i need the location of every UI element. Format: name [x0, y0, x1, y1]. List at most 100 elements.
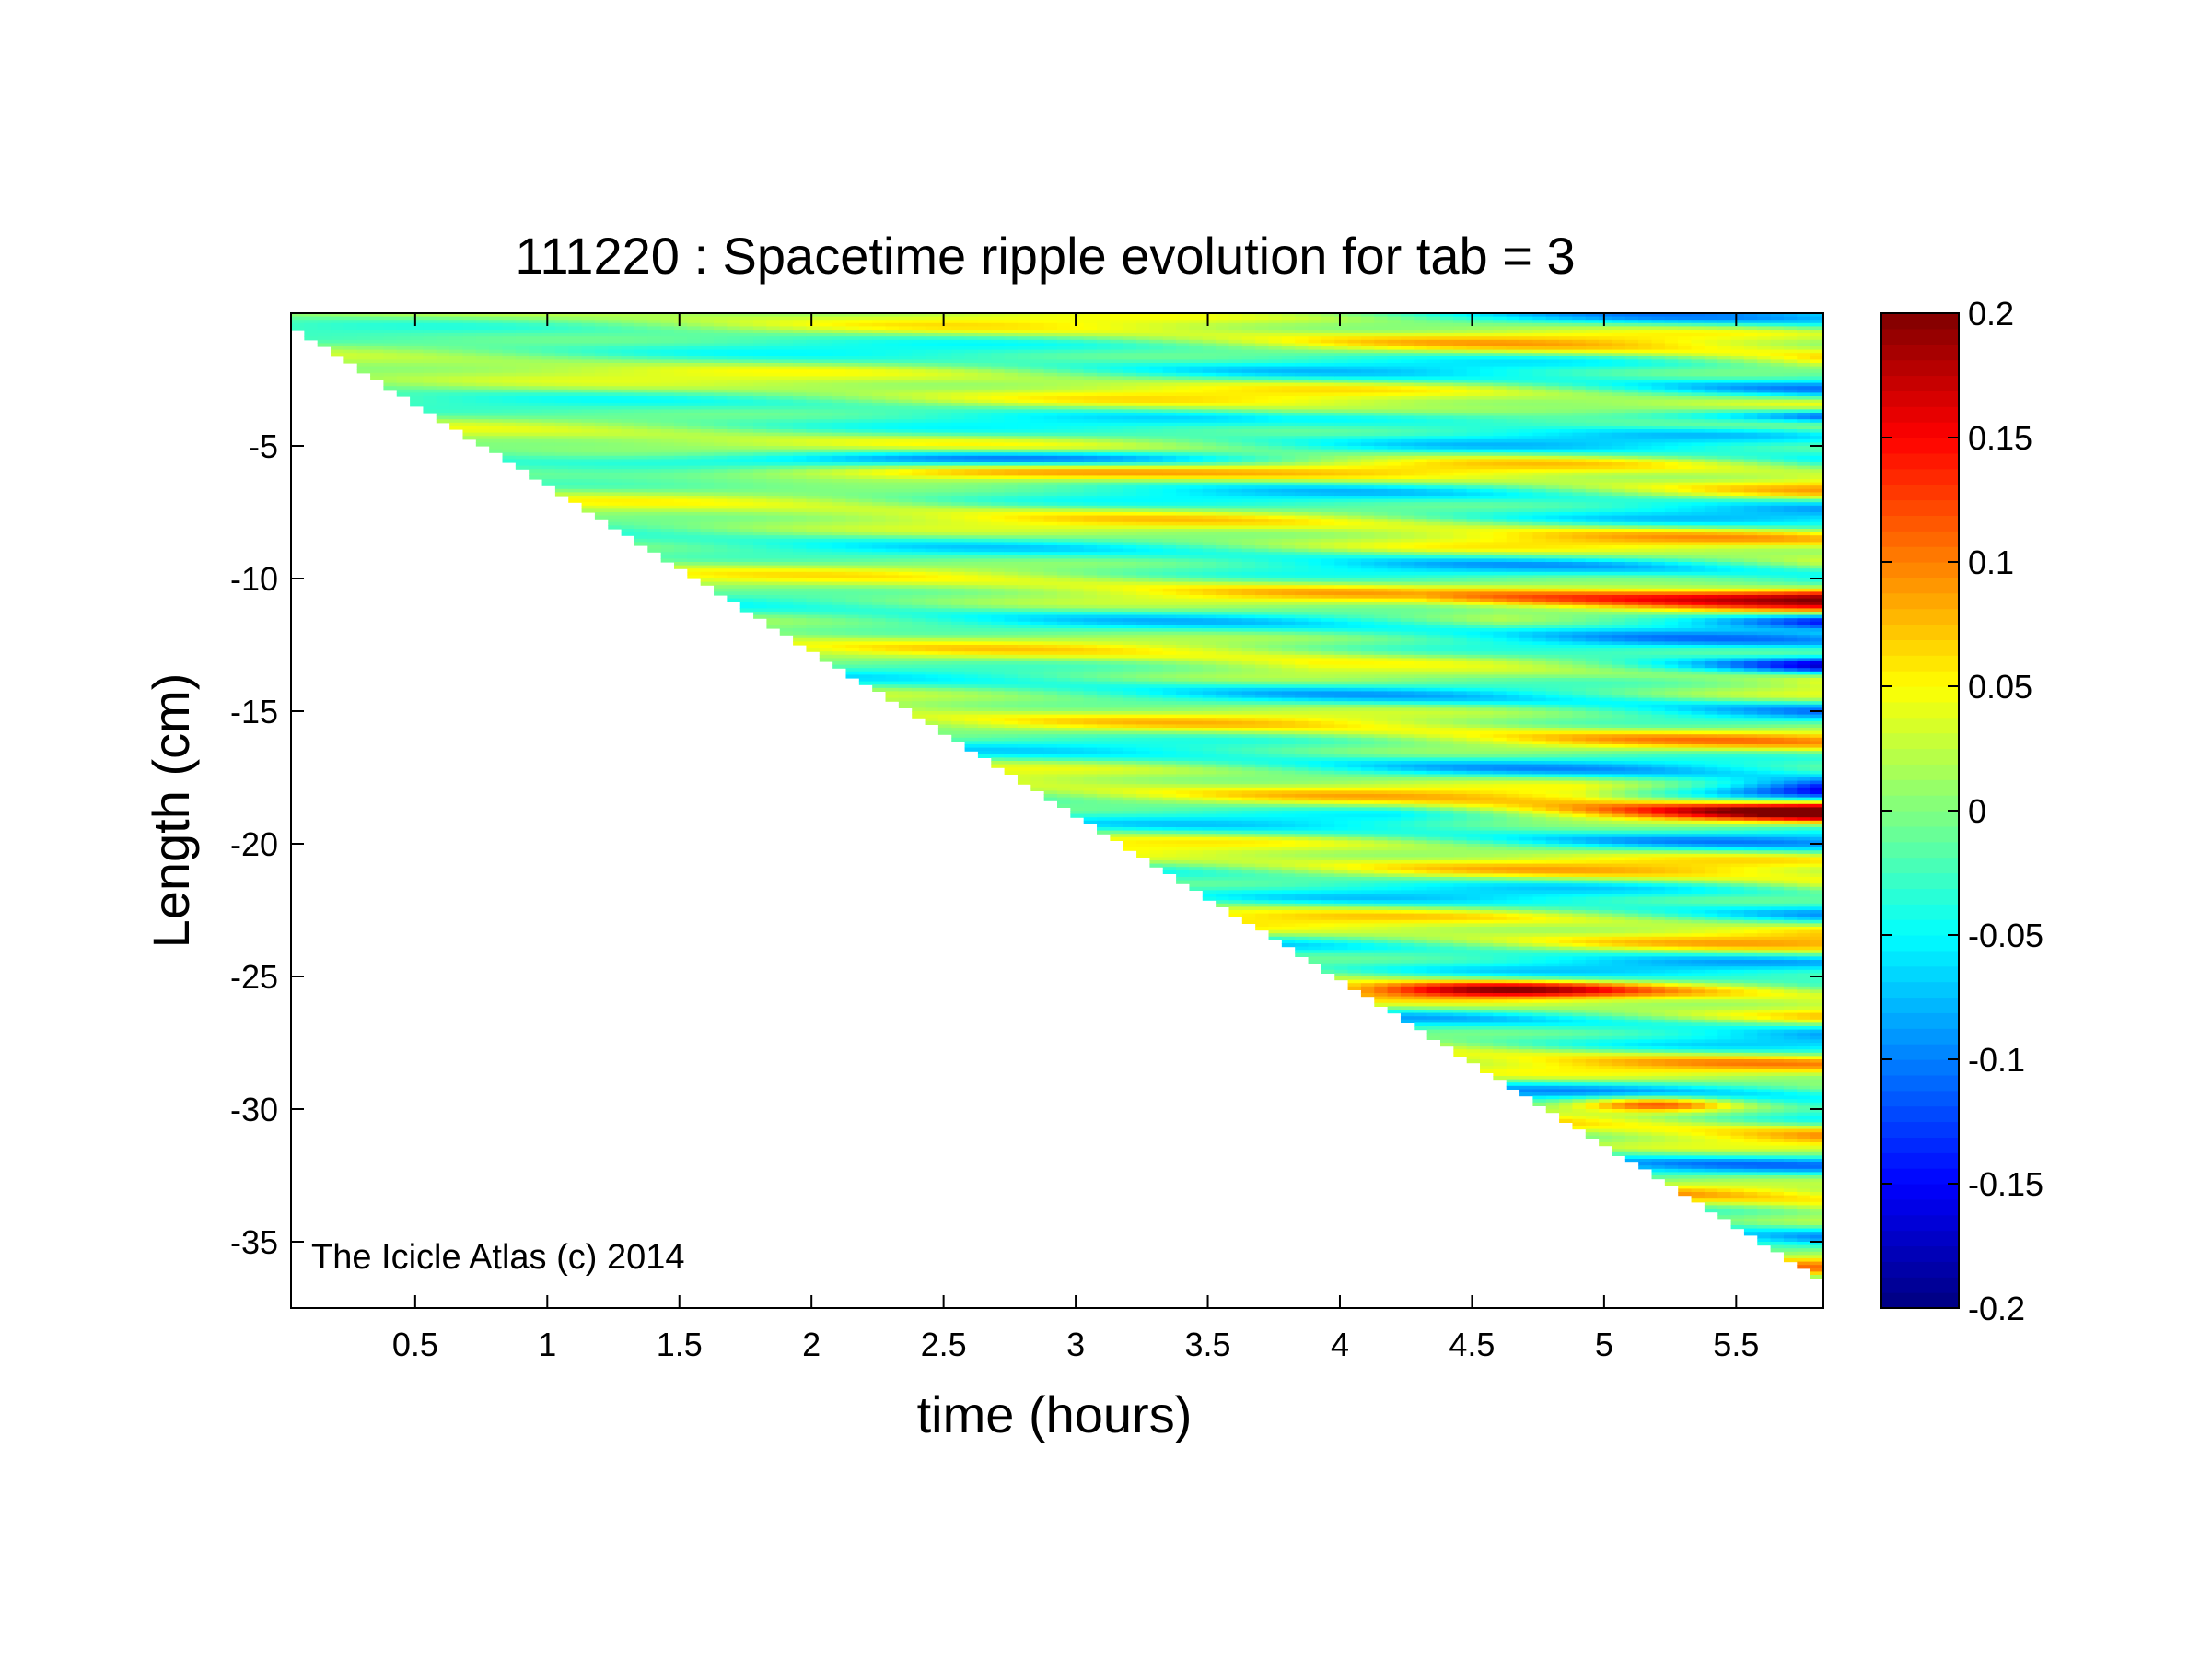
heatmap-cell	[1043, 701, 1058, 706]
heatmap-cell	[647, 442, 662, 447]
heatmap-cell	[898, 691, 913, 695]
heatmap-cell	[898, 392, 913, 397]
heatmap-cell	[554, 492, 569, 497]
heatmap-cell	[647, 399, 662, 403]
heatmap-cell	[1070, 336, 1085, 341]
heatmap-cell	[753, 469, 768, 473]
heatmap-cell	[1057, 635, 1071, 639]
heatmap-cell	[753, 356, 768, 360]
heatmap-cell	[779, 380, 794, 384]
heatmap-cell	[832, 585, 847, 590]
heatmap-cell	[674, 479, 688, 484]
heatmap-cell	[621, 403, 635, 407]
heatmap-cell	[1083, 631, 1098, 636]
heatmap-cell	[1030, 711, 1045, 716]
heatmap-cell	[806, 436, 821, 440]
heatmap-cell	[964, 535, 979, 540]
heatmap-cell	[912, 316, 926, 321]
heatmap-cell	[793, 479, 808, 484]
heatmap-cell	[1043, 654, 1058, 659]
heatmap-cell	[872, 658, 887, 662]
heatmap-cell	[1017, 413, 1031, 417]
heatmap-cell	[700, 372, 715, 377]
heatmap-cell	[1083, 396, 1098, 401]
heatmap-cell	[925, 658, 939, 662]
heatmap-cell	[872, 336, 887, 341]
heatmap-cell	[1057, 485, 1071, 490]
heatmap-cell	[977, 578, 992, 583]
heatmap-cell	[1083, 774, 1098, 778]
heatmap-cell	[753, 369, 768, 374]
heatmap-cell	[912, 380, 926, 384]
heatmap-cell	[687, 502, 702, 507]
heatmap-cell	[1004, 641, 1019, 646]
heatmap-cell	[925, 399, 939, 403]
heatmap-cell	[832, 415, 847, 420]
heatmap-cell	[925, 585, 939, 590]
heatmap-cell	[753, 535, 768, 540]
heatmap-cell	[660, 525, 675, 530]
heatmap-cell	[1057, 737, 1071, 742]
heatmap-cell	[1043, 353, 1058, 357]
heatmap-cell	[766, 498, 781, 503]
heatmap-cell	[872, 320, 887, 324]
heatmap-cell	[912, 678, 926, 683]
heatmap-cell	[714, 475, 728, 480]
heatmap-cell	[885, 422, 900, 426]
heatmap-cell	[727, 585, 741, 590]
heatmap-cell	[1070, 811, 1085, 815]
heatmap-cell	[872, 369, 887, 374]
heatmap-cell	[832, 333, 847, 337]
heatmap-cell	[568, 459, 583, 463]
heatmap-cell	[779, 320, 794, 324]
heatmap-cell	[951, 552, 966, 556]
heatmap-cell	[991, 363, 1006, 368]
heatmap-cell	[872, 538, 887, 543]
heatmap-cell	[727, 455, 741, 460]
heatmap-cell	[594, 472, 609, 476]
heatmap-cell	[304, 336, 319, 341]
heatmap-cell	[687, 346, 702, 351]
heatmap-cell	[1030, 363, 1045, 368]
heatmap-cell	[1097, 320, 1111, 324]
heatmap-cell	[925, 555, 939, 559]
heatmap-cell	[687, 568, 702, 573]
heatmap-cell	[858, 346, 873, 351]
heatmap-cell	[714, 562, 728, 567]
heatmap-cell	[714, 479, 728, 484]
heatmap-cell	[581, 455, 596, 460]
heatmap-cell	[1043, 366, 1058, 370]
heatmap-cell	[1004, 744, 1019, 749]
heatmap-cell	[925, 604, 939, 609]
heatmap-cell	[977, 343, 992, 347]
heatmap-cell	[515, 465, 530, 470]
heatmap-cell	[1043, 320, 1058, 324]
heatmap-cell	[1070, 777, 1085, 782]
heatmap-cell	[449, 369, 464, 374]
heatmap-cell	[779, 488, 794, 493]
heatmap-cell	[1017, 671, 1031, 675]
heatmap-cell	[660, 369, 675, 374]
heatmap-cell	[515, 320, 530, 324]
heatmap-cell	[753, 595, 768, 600]
heatmap-cell	[925, 628, 939, 633]
heatmap-cell	[819, 485, 833, 490]
heatmap-cell	[912, 532, 926, 536]
heatmap-cell	[700, 399, 715, 403]
heatmap-cell	[951, 316, 966, 321]
heatmap-cell	[1057, 794, 1071, 799]
heatmap-cell	[779, 382, 794, 387]
heatmap-cell	[951, 376, 966, 380]
heatmap-cell	[845, 462, 860, 467]
heatmap-cell	[819, 372, 833, 377]
heatmap-cell	[779, 512, 794, 517]
heatmap-cell	[700, 562, 715, 567]
heatmap-cell	[964, 674, 979, 679]
heatmap-cell	[885, 612, 900, 616]
heatmap-cell	[687, 409, 702, 414]
heatmap-cell	[832, 618, 847, 623]
heatmap-cell	[937, 718, 952, 722]
heatmap-cell	[1004, 645, 1019, 649]
heatmap-cell	[832, 330, 847, 334]
heatmap-cell	[581, 339, 596, 344]
